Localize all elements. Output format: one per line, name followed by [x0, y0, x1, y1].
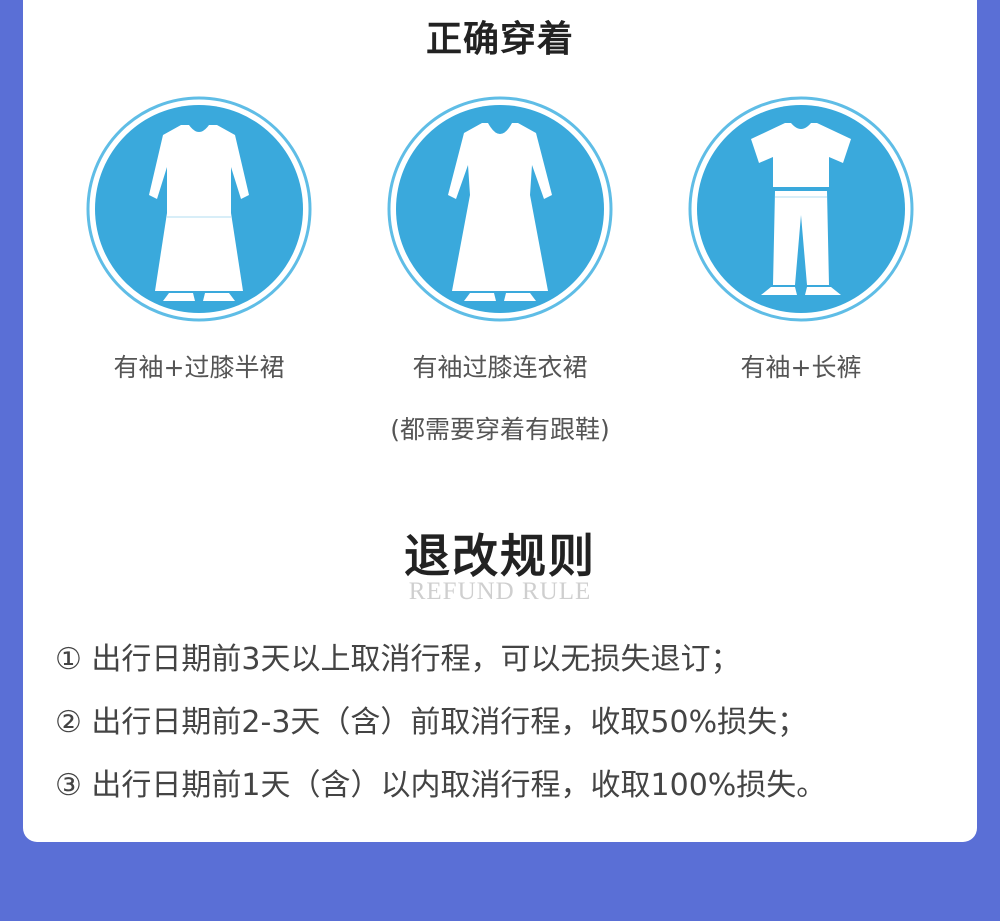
dress-section-title: 正确穿着	[425, 19, 574, 60]
caption-dress: 有袖过膝连衣裙	[412, 353, 588, 382]
caption-trousers: 有袖+长裤	[740, 353, 862, 382]
refund-rules-list: ① 出行日期前3天以上取消行程，可以无损失退订； ② 出行日期前2-3天（含）前…	[55, 635, 955, 824]
refund-rule-2: ② 出行日期前2-3天（含）前取消行程，收取50%损失；	[55, 705, 808, 740]
refund-section-title: 退改规则	[404, 529, 596, 583]
caption-skirt: 有袖+过膝半裙	[113, 353, 285, 382]
long-sleeve-dress-icon	[386, 95, 614, 323]
content-card: 正确穿着	[23, 0, 977, 842]
long-sleeve-skirt-icon	[85, 95, 313, 323]
refund-rule-3: ③ 出行日期前1天（含）以内取消行程，收取100%损失。	[55, 768, 827, 803]
refund-section-subtitle: REFUND RULE	[408, 578, 592, 605]
dress-icons-row	[23, 95, 977, 335]
sleeve-trousers-icon	[687, 95, 915, 323]
heel-shoes-note: (都需要穿着有跟鞋)	[390, 415, 610, 444]
refund-rule-1: ① 出行日期前3天以上取消行程，可以无损失退订；	[55, 642, 741, 677]
